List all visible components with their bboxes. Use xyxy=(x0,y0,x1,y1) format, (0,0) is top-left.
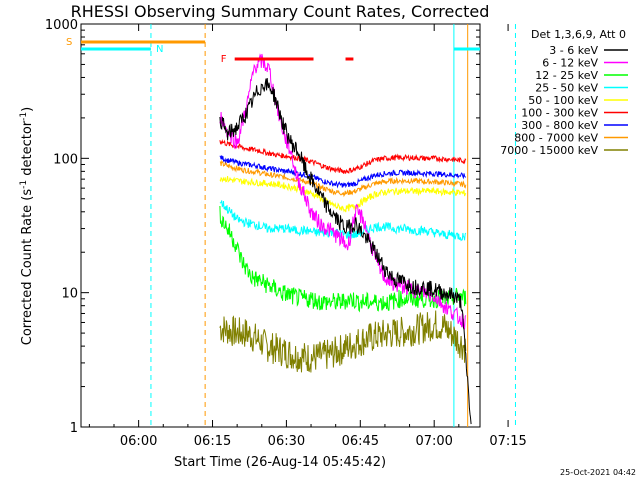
x-tick-label: 07:15 xyxy=(489,434,526,449)
y-axis-label-sup2: -1 xyxy=(19,112,29,121)
x-axis-label: Start Time (26-Aug-14 05:45:42) xyxy=(174,455,386,470)
y-tick-label: 100 xyxy=(53,152,78,167)
y-tick-label: 1000 xyxy=(45,18,78,33)
legend-label: 25 - 50 keV xyxy=(535,82,598,95)
x-tick-label: 07:00 xyxy=(415,434,452,449)
series-line xyxy=(219,155,467,189)
legend-label: 7000 - 15000 keV xyxy=(500,144,598,157)
y-axis-label-sup1: -1 xyxy=(19,180,29,189)
series-group xyxy=(219,53,472,425)
legend-label: 100 - 300 keV xyxy=(521,107,598,120)
y-tick-label: 10 xyxy=(61,287,78,302)
x-axis-ticks: 06:00 06:15 06:30 06:45 07:00 07:15 xyxy=(88,24,527,449)
legend-label: 3 - 6 keV xyxy=(549,44,598,57)
legend-label: 12 - 25 keV xyxy=(535,69,598,82)
series-line xyxy=(219,310,467,373)
timestamp: 25-Oct-2021 04:42 xyxy=(560,468,636,477)
series-line xyxy=(219,159,467,198)
y-axis-ticks: 1 10 100 1000 xyxy=(45,18,480,436)
y-axis-label-end: ) xyxy=(20,107,35,112)
vertical-markers xyxy=(150,24,516,427)
x-tick-label: 06:00 xyxy=(120,434,157,449)
flag-bars: S N F xyxy=(66,37,480,65)
x-tick-label: 06:45 xyxy=(342,434,379,449)
chart-title: RHESSI Observing Summary Count Rates, Co… xyxy=(71,2,490,21)
y-axis-label: Corrected Count Rate (s-1 detector-1) xyxy=(19,107,35,345)
plot-area: S N F 06:00 06:15 06:30 06:45 07:00 07:15 1 10 10… xyxy=(45,18,527,449)
y-tick-label: 1 xyxy=(70,421,78,436)
series-line xyxy=(219,77,472,425)
series-line xyxy=(219,205,467,313)
y-axis-label-main: Corrected Count Rate (s xyxy=(20,189,35,346)
legend-title: Det 1,3,6,9, Att 0 xyxy=(531,28,626,41)
series-line xyxy=(219,200,467,242)
legend-label: 50 - 100 keV xyxy=(528,94,598,107)
series-line xyxy=(219,176,467,213)
legend-label: 6 - 12 keV xyxy=(542,57,598,70)
x-tick-label: 06:15 xyxy=(194,434,231,449)
x-tick-label: 06:30 xyxy=(268,434,305,449)
s-flag-label: S xyxy=(66,37,72,48)
legend-label: 300 - 800 keV xyxy=(521,119,598,132)
plot-frame xyxy=(80,23,481,428)
y-axis-label-mid: detector xyxy=(20,120,35,180)
series-line xyxy=(219,139,467,174)
legend-label: 800 - 7000 keV xyxy=(514,132,598,145)
n-flag-label: N xyxy=(156,44,163,55)
f-flag-label: F xyxy=(221,54,227,65)
